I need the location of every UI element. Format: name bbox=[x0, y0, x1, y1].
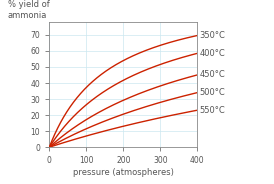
Text: 400°C: 400°C bbox=[199, 49, 225, 58]
Text: % yield of
ammonia: % yield of ammonia bbox=[8, 0, 50, 20]
Text: 450°C: 450°C bbox=[199, 70, 225, 79]
Text: 550°C: 550°C bbox=[199, 106, 225, 115]
Text: 500°C: 500°C bbox=[199, 88, 225, 97]
Text: 350°C: 350°C bbox=[199, 31, 225, 40]
X-axis label: pressure (atmospheres): pressure (atmospheres) bbox=[73, 168, 174, 177]
